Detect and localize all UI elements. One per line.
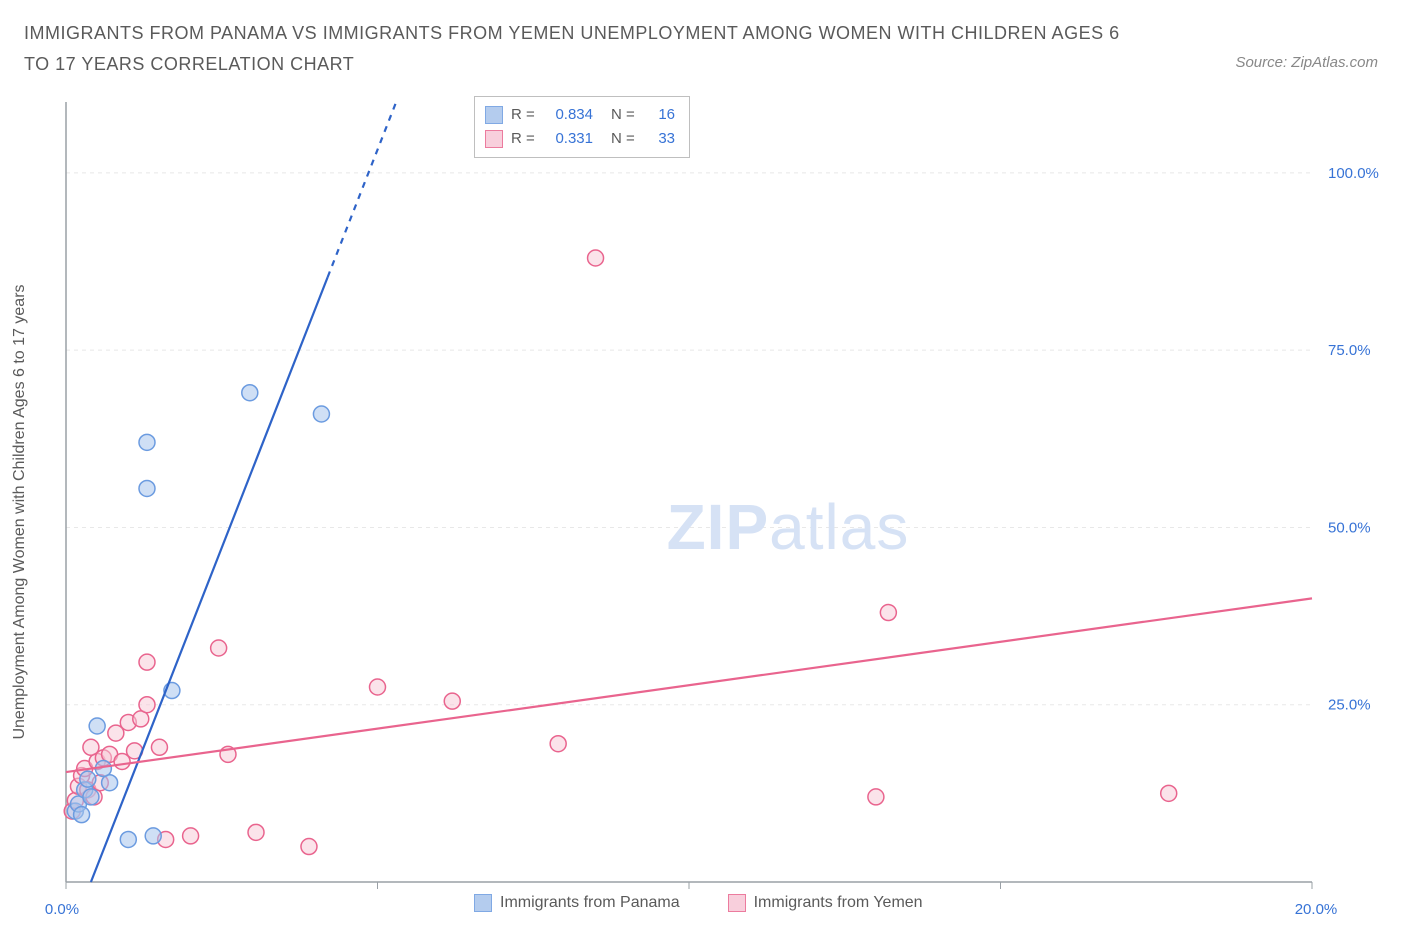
legend-swatch xyxy=(485,106,503,124)
correlation-legend: R = 0.834 N = 16 R = 0.331 N = 33 xyxy=(474,96,690,158)
legend-n-value: 16 xyxy=(647,103,675,127)
y-axis-label: Unemployment Among Women with Children A… xyxy=(11,284,29,739)
legend-r-label: R = xyxy=(511,103,539,127)
svg-text:50.0%: 50.0% xyxy=(1328,519,1371,536)
series-legend: Immigrants from Panama Immigrants from Y… xyxy=(474,894,923,912)
series-name: Immigrants from Yemen xyxy=(754,894,923,912)
legend-n-label: N = xyxy=(611,127,639,151)
svg-text:20.0%: 20.0% xyxy=(1295,901,1338,918)
legend-r-value: 0.834 xyxy=(547,103,593,127)
svg-text:0.0%: 0.0% xyxy=(45,901,79,918)
legend-n-value: 33 xyxy=(647,127,675,151)
legend-row: R = 0.331 N = 33 xyxy=(485,127,675,151)
series-name: Immigrants from Panama xyxy=(500,894,680,912)
chart-title: IMMIGRANTS FROM PANAMA VS IMMIGRANTS FRO… xyxy=(24,18,1124,79)
chart-area: Unemployment Among Women with Children A… xyxy=(24,94,1382,930)
legend-swatch xyxy=(485,130,503,148)
series-legend-item: Immigrants from Yemen xyxy=(728,894,923,912)
legend-swatch xyxy=(728,894,746,912)
svg-text:25.0%: 25.0% xyxy=(1328,697,1371,714)
legend-swatch xyxy=(474,894,492,912)
legend-n-label: N = xyxy=(611,103,639,127)
source-label: Source: ZipAtlas.com xyxy=(1235,54,1378,71)
scatter-plot: 25.0% 50.0% 75.0% 100.0% 0.0% 20.0% xyxy=(24,94,1382,930)
series-legend-item: Immigrants from Panama xyxy=(474,894,680,912)
legend-r-label: R = xyxy=(511,127,539,151)
svg-text:100.0%: 100.0% xyxy=(1328,165,1379,182)
legend-r-value: 0.331 xyxy=(547,127,593,151)
legend-row: R = 0.834 N = 16 xyxy=(485,103,675,127)
svg-text:75.0%: 75.0% xyxy=(1328,342,1371,359)
